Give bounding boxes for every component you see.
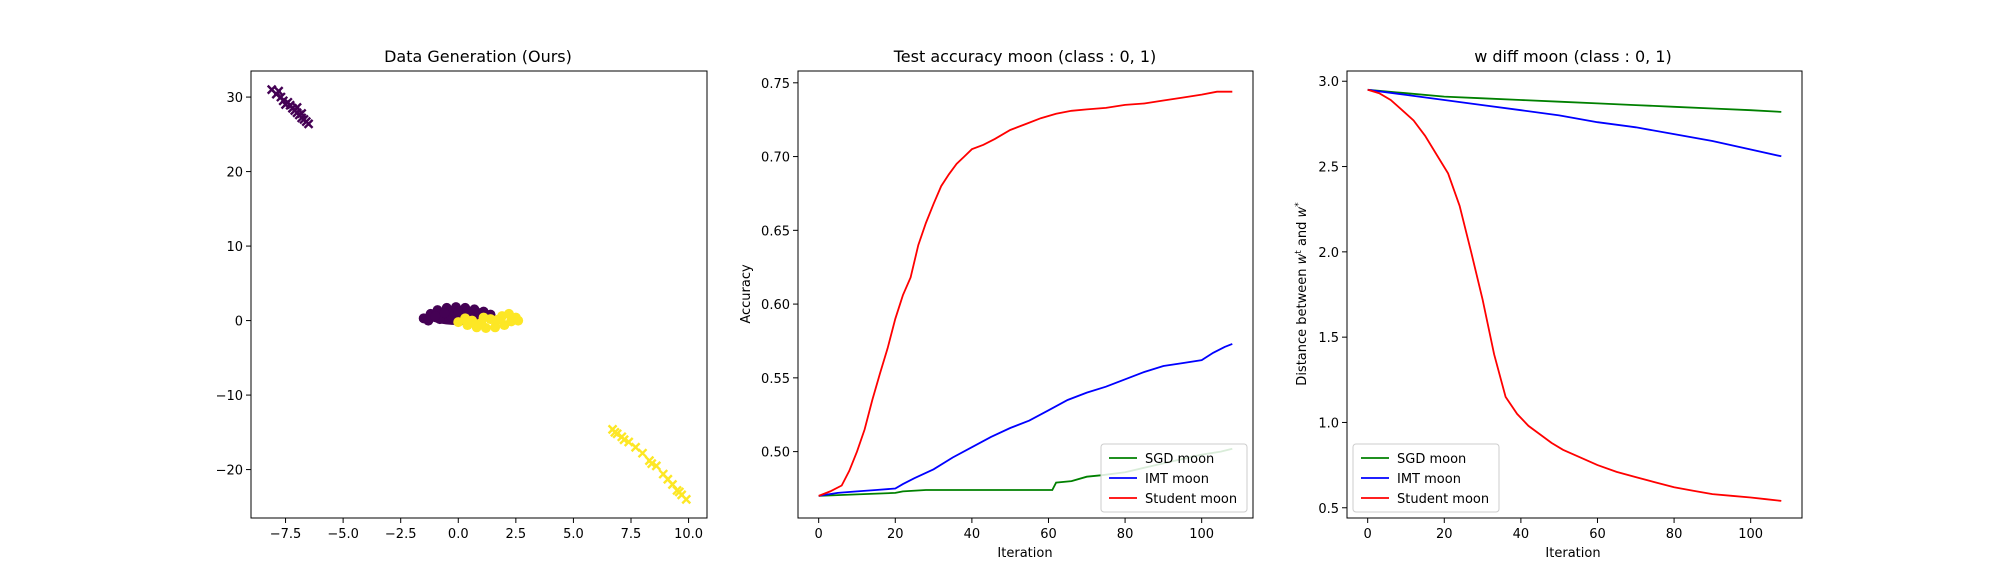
accuracy-panel: Test accuracy moon (class : 0, 1) 0 20 40 6… bbox=[739, 47, 1254, 561]
x-tick-label: 2.5 bbox=[506, 527, 527, 542]
x-tick-label: 10.0 bbox=[674, 527, 703, 542]
x-tick-label: 20 bbox=[1436, 527, 1453, 542]
scatter-point bbox=[280, 99, 291, 110]
x-tick-label: 60 bbox=[1040, 527, 1057, 542]
y-tick-label: 0 bbox=[235, 315, 243, 330]
scatter-point bbox=[439, 308, 450, 319]
y-tick-label: 0.50 bbox=[761, 446, 790, 461]
x-tick-label: 80 bbox=[1117, 527, 1134, 542]
y-tick-label: 30 bbox=[226, 91, 243, 106]
x-tick-label: 7.5 bbox=[621, 527, 642, 542]
y-tick-label: 2.5 bbox=[1318, 161, 1339, 176]
panel1-ticks: −7.5 −5.0 −2.5 0.0 2.5 5.0 7.5 10.0 30 20 10 0 −10 −2… bbox=[216, 91, 703, 542]
legend-label: IMT moon bbox=[1397, 472, 1461, 487]
x-tick-label: 40 bbox=[964, 527, 981, 542]
x-tick-label: 0 bbox=[815, 527, 823, 542]
y-tick-label: 0.65 bbox=[761, 224, 790, 239]
y-tick-label: 0.70 bbox=[761, 151, 790, 166]
scatter-point bbox=[303, 119, 314, 129]
y-tick-label: 0.55 bbox=[761, 372, 790, 387]
legend-box bbox=[1352, 443, 1500, 513]
scatter-point bbox=[674, 487, 685, 497]
panel3-legend: SGD moon IMT moon Student moon bbox=[1352, 443, 1500, 513]
panel3-xlabel: Iteration bbox=[1545, 546, 1600, 561]
y-tick-label: −10 bbox=[216, 389, 243, 404]
y-tick-label: 0.5 bbox=[1318, 502, 1339, 517]
panel3-plot-area bbox=[1367, 88, 1782, 502]
scatter-point bbox=[503, 308, 514, 319]
legend-label: SGD moon bbox=[1145, 452, 1214, 467]
y-tick-label: −20 bbox=[216, 464, 243, 479]
panel2-xlabel: Iteration bbox=[997, 546, 1052, 561]
panel3-ylabel-part: w bbox=[1295, 206, 1310, 217]
legend-label: Student moon bbox=[1397, 492, 1489, 507]
x-tick-label: 100 bbox=[1738, 527, 1763, 542]
x-tick-label: 80 bbox=[1666, 527, 1683, 542]
x-tick-label: 0 bbox=[1364, 527, 1372, 542]
series-line bbox=[1367, 88, 1782, 158]
panel1-title: Data Generation (Ours) bbox=[384, 47, 572, 66]
panel3-ylabel-part: Distance between bbox=[1295, 264, 1310, 385]
y-tick-label: 20 bbox=[226, 166, 243, 181]
scatter-point bbox=[513, 315, 524, 326]
scatter-point bbox=[430, 311, 441, 322]
x-tick-label: 60 bbox=[1589, 527, 1606, 542]
y-tick-label: 0.60 bbox=[761, 298, 790, 313]
panel2-axes-frame bbox=[797, 70, 1254, 519]
scatter-point bbox=[646, 458, 657, 469]
series-line bbox=[818, 343, 1233, 497]
panel3-ylabel-part: * bbox=[1294, 202, 1304, 207]
scatter-point bbox=[453, 306, 464, 317]
scatter-point bbox=[478, 312, 489, 323]
series-line bbox=[1367, 88, 1782, 113]
x-tick-label: 100 bbox=[1189, 527, 1214, 542]
y-tick-label: 0.75 bbox=[761, 77, 790, 92]
panel3-ylabel-part: w bbox=[1295, 253, 1310, 264]
series-line bbox=[1367, 88, 1782, 502]
scatter-point bbox=[681, 494, 692, 505]
panel3-axes-frame bbox=[1346, 70, 1803, 519]
panel3-ylabel-part: and bbox=[1295, 217, 1310, 250]
panel3-ylabel: Distance between wt and w* bbox=[1294, 202, 1310, 386]
wdiff-panel: w diff moon (class : 0, 1) 0 20 40 60 80 1000… bbox=[1294, 47, 1803, 561]
y-tick-label: 2.0 bbox=[1318, 246, 1339, 261]
panel2-title: Test accuracy moon (class : 0, 1) bbox=[893, 47, 1157, 66]
y-tick-label: 10 bbox=[226, 240, 243, 255]
scatter-point bbox=[637, 448, 648, 459]
scatter-point bbox=[610, 427, 620, 438]
scatter-point bbox=[471, 319, 482, 330]
scatter-point bbox=[273, 86, 284, 96]
scatter-point bbox=[296, 108, 307, 119]
panel3-ylabel-part: t bbox=[1294, 250, 1304, 254]
panel2-ticks: 0 20 40 60 80 100 0.50 0.55 0.60 0.65 0.70 0.75 bbox=[761, 77, 1214, 542]
legend-box bbox=[1100, 443, 1248, 513]
legend-label: SGD moon bbox=[1397, 452, 1466, 467]
x-tick-label: −7.5 bbox=[270, 527, 302, 542]
legend-label: Student moon bbox=[1145, 492, 1237, 507]
panel3-title: w diff moon (class : 0, 1) bbox=[1474, 47, 1672, 66]
y-tick-label: 1.5 bbox=[1318, 331, 1339, 346]
x-tick-label: 20 bbox=[887, 527, 904, 542]
y-tick-label: 3.0 bbox=[1318, 75, 1339, 90]
series-line bbox=[818, 90, 1233, 497]
x-tick-label: 0.0 bbox=[448, 527, 469, 542]
panel1-axes-frame bbox=[250, 70, 708, 519]
x-tick-label: −2.5 bbox=[385, 527, 417, 542]
x-tick-label: 5.0 bbox=[563, 527, 584, 542]
panel2-legend: SGD moon IMT moon Student moon bbox=[1100, 443, 1248, 513]
panel1-plot-area bbox=[266, 84, 692, 505]
scatter-panel: Data Generation (Ours) −7.5 −5.0 −2.5 0.0 2.… bbox=[216, 47, 708, 542]
scatter-point bbox=[460, 313, 471, 324]
legend-label: IMT moon bbox=[1145, 472, 1209, 487]
x-tick-label: −5.0 bbox=[327, 527, 359, 542]
y-tick-label: 1.0 bbox=[1318, 416, 1339, 431]
scatter-point bbox=[492, 314, 503, 325]
x-tick-label: 40 bbox=[1513, 527, 1530, 542]
panel3-ticks: 0 20 40 60 80 100 0.5 1.0 1.5 2.0 2.5 3.0 bbox=[1318, 75, 1763, 542]
panel2-ylabel: Accuracy bbox=[739, 264, 754, 324]
